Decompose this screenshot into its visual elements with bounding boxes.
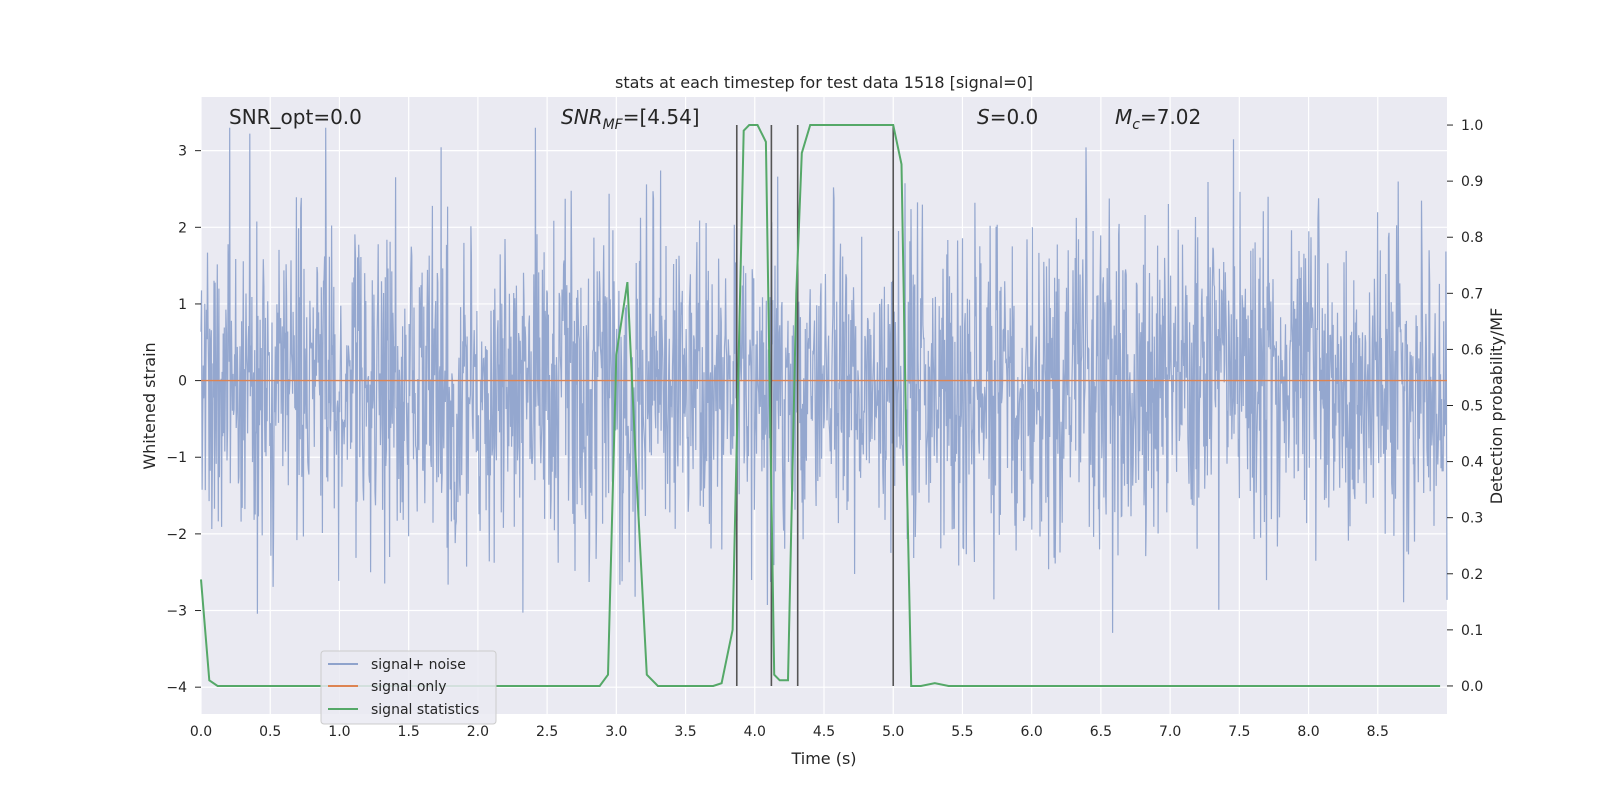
y-tick-label: 3 xyxy=(178,144,187,160)
y2-tick-label: 0.1 xyxy=(1461,623,1483,639)
signal-statistics-line xyxy=(200,124,1441,687)
y2-tick-label: 0.0 xyxy=(1461,679,1483,695)
x-tick-label: 2.0 xyxy=(467,724,489,740)
chart-title: stats at each timestep for test data 151… xyxy=(615,73,1033,92)
x-tick-label: 5.5 xyxy=(951,724,973,740)
x-tick-label: 5.0 xyxy=(882,724,904,740)
signal-plus-noise-line xyxy=(200,127,1448,633)
legend-label-signal-only: signal only xyxy=(371,679,446,695)
series-signal-statistics xyxy=(200,124,1441,687)
y2-axis-label: Detection probability/MF xyxy=(1487,308,1506,505)
annotation-mc-main: M xyxy=(1115,105,1132,129)
annotation-s-main: S xyxy=(977,105,990,129)
x-tick-label: 7.5 xyxy=(1228,724,1250,740)
x-tick-label: 2.5 xyxy=(536,724,558,740)
y2-tick-labels: 1.0 0.9 0.8 0.7 0.6 0.5 0.4 0.3 0.2 0.1 0.0 xyxy=(1447,118,1483,695)
annotation-snr-mf-main: SNR xyxy=(561,105,603,129)
x-tick-label: 6.5 xyxy=(1090,724,1112,740)
legend-label-signal-plus-noise: signal+ noise xyxy=(371,657,466,673)
y-axis-label: Whitened strain xyxy=(140,342,159,469)
legend-box xyxy=(320,650,497,725)
y2-tick-label: 0.5 xyxy=(1461,399,1483,415)
y2-tick-label: 1.0 xyxy=(1461,118,1483,134)
y2-tick-label: 0.4 xyxy=(1461,455,1483,471)
x-tick-label: 0.0 xyxy=(190,724,212,740)
y2-tick-label: 0.8 xyxy=(1461,230,1483,246)
x-tick-labels: 0.0 0.5 1.0 1.5 2.0 2.5 3.0 3.5 4.0 4.5 5.0 5.5 6.0 6… xyxy=(190,724,1389,740)
y2-tick-label: 0.3 xyxy=(1461,511,1483,527)
legend-label-signal-statistics: signal statistics xyxy=(371,702,479,718)
x-tick-label: 3.5 xyxy=(674,724,696,740)
x-tick-label: 3.0 xyxy=(605,724,627,740)
y-tick-label: 1 xyxy=(178,297,187,313)
x-tick-label: 4.0 xyxy=(744,724,766,740)
legend: signal+ noise signal only signal statist… xyxy=(320,650,497,725)
annotation-snr-mf: SNRMF=[4.54] xyxy=(561,105,700,133)
annotation-mc-sub: c xyxy=(1132,117,1140,133)
annotation-snr-mf-sub: MF xyxy=(603,117,624,133)
x-tick-label: 7.0 xyxy=(1159,724,1181,740)
x-tick-label: 8.5 xyxy=(1367,724,1389,740)
x-tick-label: 8.0 xyxy=(1297,724,1319,740)
annotation-snr-mf-value: =[4.54] xyxy=(623,105,700,129)
y2-tick-label: 0.9 xyxy=(1461,174,1483,190)
y2-tick-label: 0.7 xyxy=(1461,286,1483,302)
series-signal-plus-noise xyxy=(200,127,1448,633)
annotation-s: S=0.0 xyxy=(977,105,1038,129)
y-tick-label: −1 xyxy=(166,450,187,466)
x-tick-label: 0.5 xyxy=(259,724,281,740)
y-tick-label: −3 xyxy=(166,604,187,620)
x-tick-label: 1.0 xyxy=(328,724,350,740)
y-tick-label: −2 xyxy=(166,527,187,543)
y-tick-labels: 3 2 1 0 −1 −2 −3 −4 xyxy=(166,144,201,696)
x-axis-label: Time (s) xyxy=(790,749,856,768)
annotation-mc: Mc=7.02 xyxy=(1115,105,1201,133)
annotation-s-value: =0.0 xyxy=(990,105,1039,129)
annotation-snr-opt: SNR_opt=0.0 xyxy=(229,105,362,129)
x-tick-label: 4.5 xyxy=(813,724,835,740)
y-tick-label: 0 xyxy=(178,374,187,390)
y2-tick-label: 0.6 xyxy=(1461,342,1483,358)
y-tick-label: −4 xyxy=(166,680,187,696)
y2-tick-label: 0.2 xyxy=(1461,567,1483,583)
annotation-mc-value: =7.02 xyxy=(1140,105,1201,129)
y-tick-label: 2 xyxy=(178,220,187,236)
x-tick-label: 1.5 xyxy=(398,724,420,740)
x-tick-label: 6.0 xyxy=(1021,724,1043,740)
